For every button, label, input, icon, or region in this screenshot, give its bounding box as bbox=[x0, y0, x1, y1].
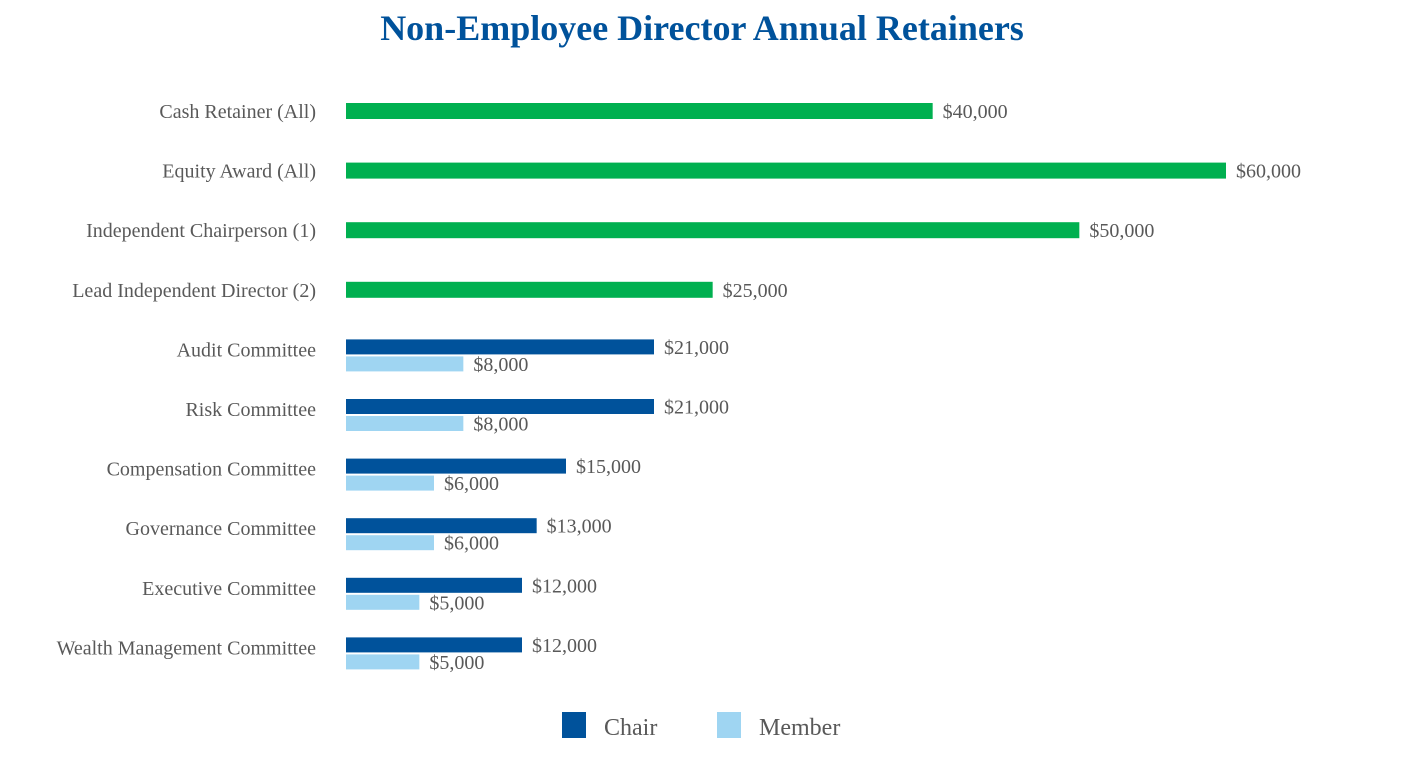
category-label: Independent Chairperson (1) bbox=[86, 220, 316, 242]
legend-label-member: Member bbox=[759, 715, 840, 741]
legend-label-chair: Chair bbox=[604, 715, 657, 741]
data-label: $21,000 bbox=[664, 397, 729, 419]
data-label: $12,000 bbox=[532, 635, 597, 657]
bar bbox=[346, 281, 713, 298]
legend-swatch-member bbox=[717, 712, 741, 738]
category-label: Lead Independent Director (2) bbox=[72, 280, 316, 302]
data-label: $60,000 bbox=[1236, 161, 1301, 183]
category-label: Equity Award (All) bbox=[162, 161, 316, 183]
data-label: $50,000 bbox=[1089, 220, 1154, 242]
data-label: $6,000 bbox=[444, 533, 499, 555]
category-label: Wealth Management Committee bbox=[57, 637, 317, 659]
category-label: Governance Committee bbox=[126, 518, 317, 540]
chair-bar bbox=[346, 339, 654, 355]
data-label: $12,000 bbox=[532, 575, 597, 597]
data-label: $8,000 bbox=[473, 414, 528, 436]
data-label: $8,000 bbox=[473, 354, 528, 376]
legend-swatch-chair bbox=[562, 712, 586, 738]
bar bbox=[346, 222, 1080, 239]
bar bbox=[346, 162, 1226, 179]
category-label: Cash Retainer (All) bbox=[159, 101, 316, 123]
category-label: Executive Committee bbox=[142, 578, 316, 600]
data-label: $6,000 bbox=[444, 473, 499, 495]
chair-bar bbox=[346, 399, 654, 414]
chair-bar bbox=[346, 637, 522, 653]
bar bbox=[346, 103, 933, 119]
category-label: Risk Committee bbox=[185, 399, 316, 421]
data-label: $15,000 bbox=[576, 456, 641, 478]
chair-bar bbox=[346, 518, 537, 534]
chart-title: Non-Employee Director Annual Retainers bbox=[380, 8, 1024, 48]
category-label: Audit Committee bbox=[177, 339, 317, 361]
member-bar bbox=[346, 356, 464, 372]
data-label: $25,000 bbox=[723, 280, 788, 302]
data-label: $40,000 bbox=[943, 101, 1008, 123]
member-bar bbox=[346, 535, 434, 551]
data-label: $5,000 bbox=[429, 592, 484, 614]
data-label: $21,000 bbox=[664, 337, 729, 359]
data-label: $13,000 bbox=[547, 516, 612, 538]
legend: Chair Member bbox=[562, 712, 840, 741]
member-bar bbox=[346, 654, 420, 670]
chair-bar bbox=[346, 458, 566, 474]
chair-bar bbox=[346, 577, 522, 593]
member-bar bbox=[346, 594, 420, 610]
data-label: $5,000 bbox=[429, 652, 484, 674]
member-bar bbox=[346, 416, 464, 431]
category-label: Compensation Committee bbox=[107, 459, 317, 481]
member-bar bbox=[346, 475, 434, 491]
